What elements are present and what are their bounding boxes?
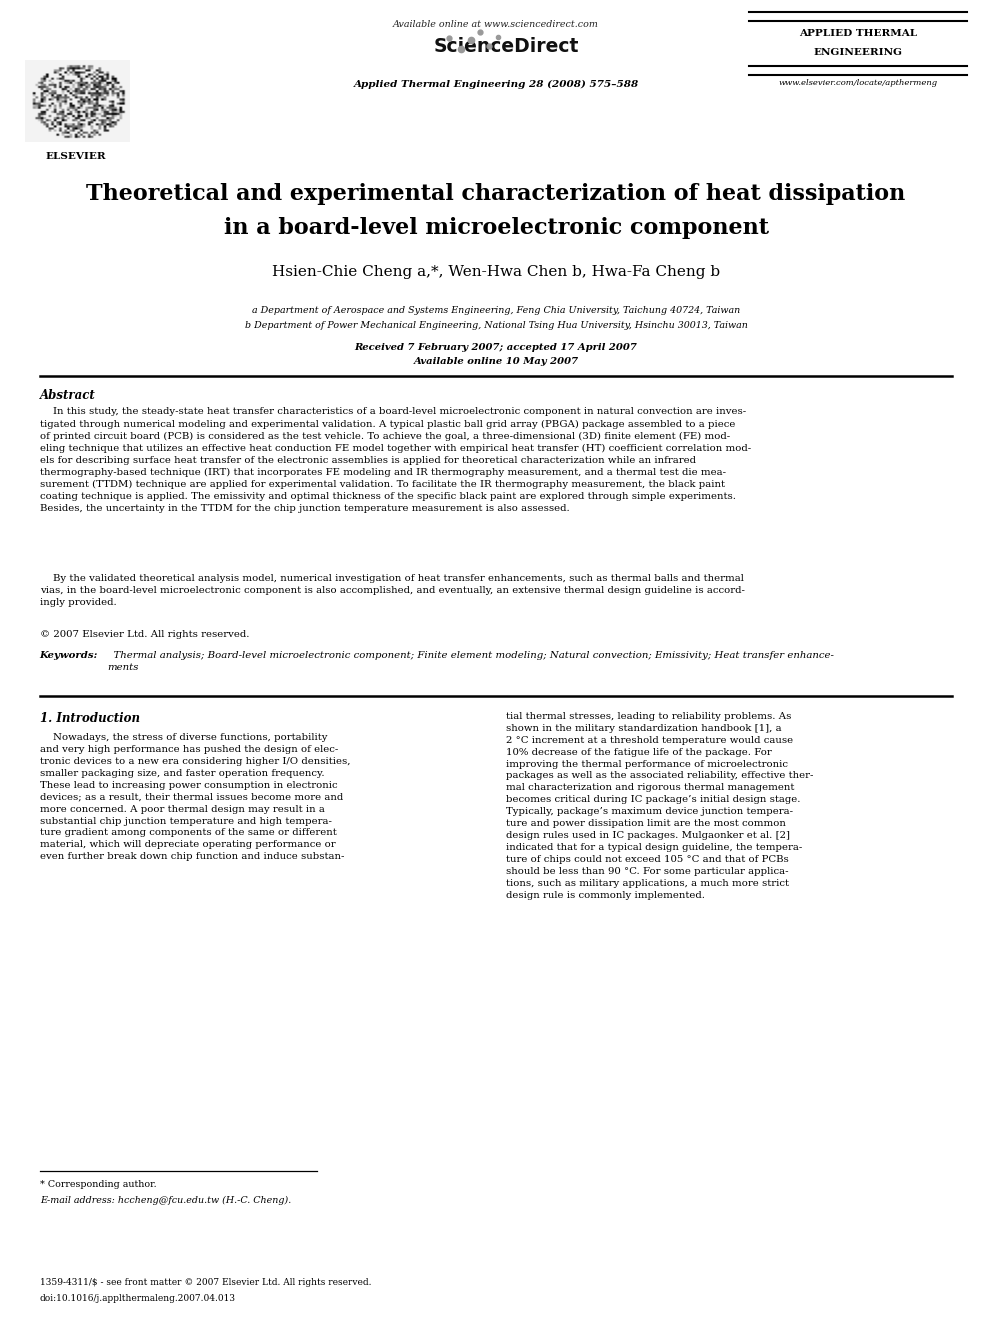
- Text: Available online 10 May 2007: Available online 10 May 2007: [414, 357, 578, 366]
- Text: www.elsevier.com/locate/apthermeng: www.elsevier.com/locate/apthermeng: [779, 79, 937, 87]
- Text: By the validated theoretical analysis model, numerical investigation of heat tra: By the validated theoretical analysis mo…: [40, 574, 745, 607]
- Text: * Corresponding author.: * Corresponding author.: [40, 1180, 157, 1189]
- Text: Hsien-Chie Cheng a,*, Wen-Hwa Chen b, Hwa-Fa Cheng b: Hsien-Chie Cheng a,*, Wen-Hwa Chen b, Hw…: [272, 265, 720, 279]
- Text: Keywords:: Keywords:: [40, 651, 98, 660]
- Text: Received 7 February 2007; accepted 17 April 2007: Received 7 February 2007; accepted 17 Ap…: [354, 343, 638, 352]
- Text: In this study, the steady-state heat transfer characteristics of a board-level m: In this study, the steady-state heat tra…: [40, 407, 751, 513]
- Text: Thermal analysis; Board-level microelectronic component; Finite element modeling: Thermal analysis; Board-level microelect…: [107, 651, 834, 672]
- Text: ENGINEERING: ENGINEERING: [813, 48, 903, 57]
- Text: doi:10.1016/j.applthermaleng.2007.04.013: doi:10.1016/j.applthermaleng.2007.04.013: [40, 1294, 236, 1303]
- Text: APPLIED THERMAL: APPLIED THERMAL: [799, 29, 918, 38]
- Text: Nowadays, the stress of diverse functions, portability
and very high performance: Nowadays, the stress of diverse function…: [40, 733, 350, 861]
- Text: Available online at www.sciencedirect.com: Available online at www.sciencedirect.co…: [393, 20, 599, 29]
- Text: © 2007 Elsevier Ltd. All rights reserved.: © 2007 Elsevier Ltd. All rights reserved…: [40, 630, 249, 639]
- Text: a Department of Aerospace and Systems Engineering, Feng Chia University, Taichun: a Department of Aerospace and Systems En…: [252, 306, 740, 315]
- Text: in a board-level microelectronic component: in a board-level microelectronic compone…: [223, 217, 769, 239]
- Text: ScienceDirect: ScienceDirect: [434, 37, 578, 56]
- Text: 1. Introduction: 1. Introduction: [40, 712, 140, 725]
- Text: tial thermal stresses, leading to reliability problems. As
shown in the military: tial thermal stresses, leading to reliab…: [506, 712, 813, 900]
- Text: b Department of Power Mechanical Engineering, National Tsing Hua University, Hsi: b Department of Power Mechanical Enginee…: [245, 321, 747, 331]
- Text: Applied Thermal Engineering 28 (2008) 575–588: Applied Thermal Engineering 28 (2008) 57…: [353, 79, 639, 89]
- Text: Abstract: Abstract: [40, 389, 95, 402]
- Text: ELSEVIER: ELSEVIER: [45, 152, 106, 161]
- Text: Theoretical and experimental characterization of heat dissipation: Theoretical and experimental characteriz…: [86, 183, 906, 205]
- Text: 1359-4311/$ - see front matter © 2007 Elsevier Ltd. All rights reserved.: 1359-4311/$ - see front matter © 2007 El…: [40, 1278, 371, 1287]
- Text: E-mail address: hccheng@fcu.edu.tw (H.-C. Cheng).: E-mail address: hccheng@fcu.edu.tw (H.-C…: [40, 1196, 291, 1205]
